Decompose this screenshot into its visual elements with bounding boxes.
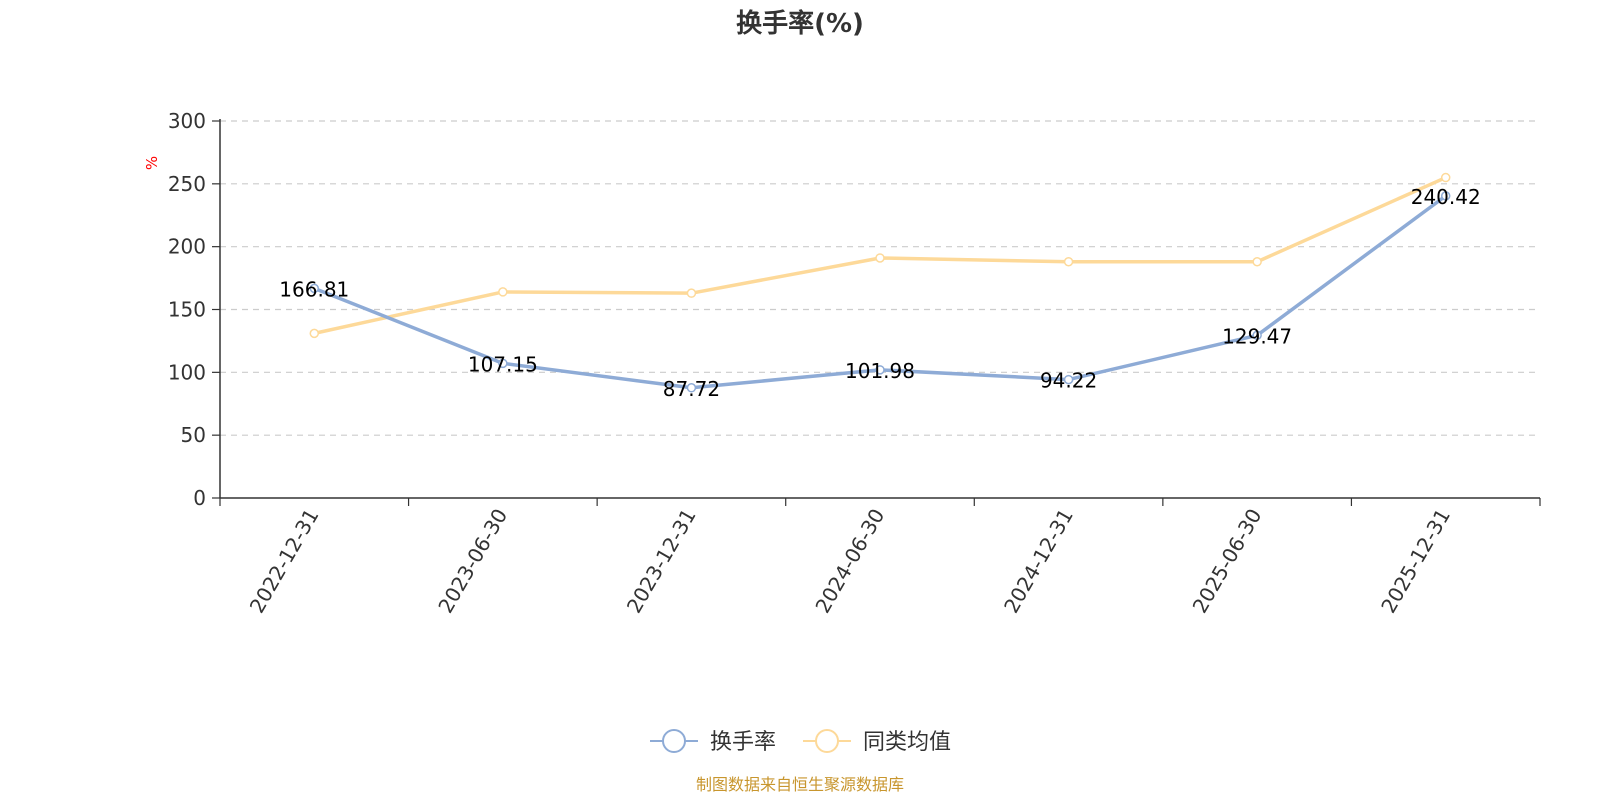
y-tick-label: 200 bbox=[168, 235, 206, 259]
data-label: 94.22 bbox=[1040, 369, 1097, 393]
data-point bbox=[1063, 256, 1074, 267]
x-tick-label: 2023-12-31 bbox=[622, 505, 701, 618]
legend-item[interactable]: 同类均值 bbox=[803, 729, 951, 755]
source-note: 制图数据来自恒生聚源数据库 bbox=[696, 775, 904, 794]
axes bbox=[219, 119, 1540, 499]
y-axis-ticks: 0 50 100 150 200 250 300 bbox=[168, 109, 220, 510]
x-tick-label: 2024-06-30 bbox=[810, 505, 889, 618]
y-tick-label: 0 bbox=[193, 486, 206, 510]
data-point bbox=[1252, 330, 1262, 341]
data-label: 107.15 bbox=[468, 352, 538, 376]
data-label: 101.98 bbox=[845, 359, 915, 383]
series-lines bbox=[309, 172, 1451, 393]
legend-label: 同类均值 bbox=[863, 730, 951, 755]
grid-lines bbox=[220, 120, 1540, 436]
x-tick-label: 2024-12-31 bbox=[999, 505, 1078, 618]
y-tick-label: 50 bbox=[181, 423, 206, 447]
legend-marker bbox=[815, 729, 839, 753]
y-tick-label: 250 bbox=[168, 172, 206, 196]
x-tick-label: 2025-12-31 bbox=[1376, 505, 1455, 618]
y-tick-label: 100 bbox=[168, 360, 206, 384]
legend[interactable]: 换手率 同类均值 bbox=[650, 729, 951, 755]
data-point bbox=[309, 283, 320, 294]
data-point bbox=[686, 288, 697, 298]
data-point bbox=[1063, 374, 1074, 385]
chart-title: 换手率(%) bbox=[736, 8, 864, 39]
y-axis-unit: % bbox=[143, 156, 161, 170]
legend-item[interactable]: 换手率 bbox=[650, 729, 776, 755]
x-tick-label: 2022-12-31 bbox=[245, 505, 324, 618]
data-point bbox=[498, 358, 508, 369]
legend-label: 换手率 bbox=[710, 730, 776, 755]
data-point bbox=[1440, 172, 1451, 183]
data-point bbox=[875, 365, 885, 375]
data-label: 129.47 bbox=[1222, 324, 1292, 348]
data-labels: 166.81 107.15 87.72 101.98 94.22 129.47 240.42 bbox=[279, 185, 1480, 401]
x-tick-label: 2023-06-30 bbox=[433, 505, 512, 618]
data-point bbox=[875, 253, 885, 263]
data-point bbox=[686, 383, 697, 393]
y-tick-label: 150 bbox=[168, 298, 206, 322]
data-label: 240.42 bbox=[1411, 185, 1481, 209]
data-point bbox=[1440, 191, 1451, 201]
data-label: 87.72 bbox=[663, 377, 720, 401]
data-point bbox=[309, 328, 320, 339]
x-axis-ticks: 2022-12-31 2023-06-30 2023-12-31 2024-06-30… bbox=[219, 498, 1541, 618]
legend-marker bbox=[662, 729, 686, 753]
data-label: 166.81 bbox=[279, 277, 349, 301]
data-point bbox=[498, 287, 508, 297]
data-point bbox=[1252, 256, 1262, 267]
x-tick-label: 2025-06-30 bbox=[1188, 505, 1267, 618]
y-tick-label: 300 bbox=[168, 109, 206, 133]
